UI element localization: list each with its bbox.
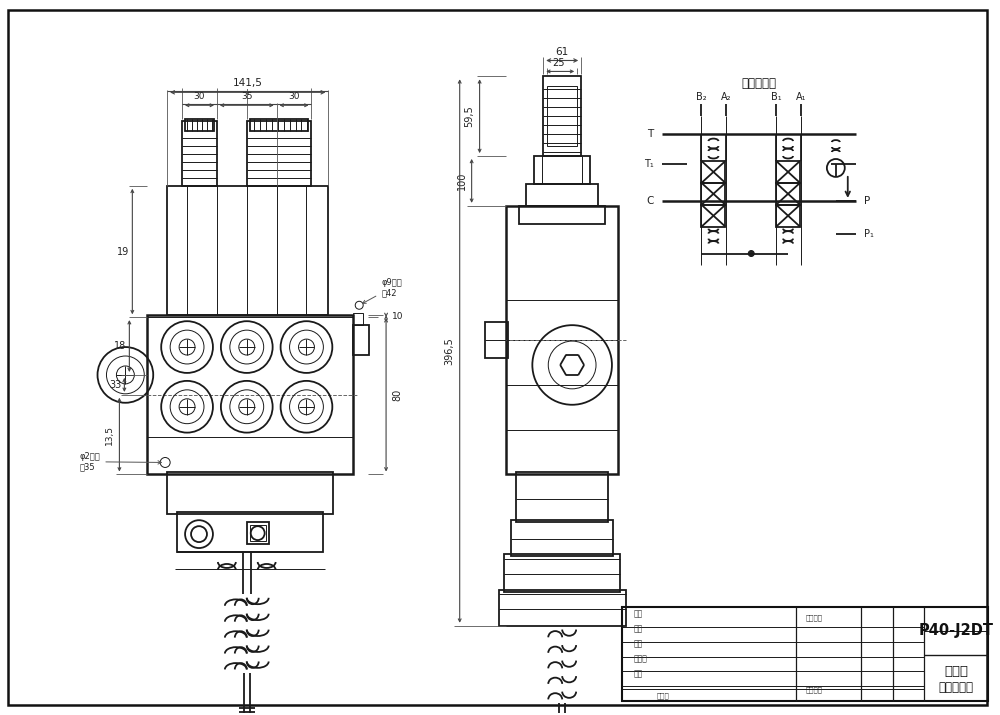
Bar	[247, 522, 269, 544]
Text: A₂: A₂	[721, 92, 732, 102]
Bar	[543, 77, 581, 156]
Text: 100: 100	[457, 172, 467, 190]
Bar	[499, 590, 626, 626]
Bar	[485, 322, 508, 358]
Text: P40-J2DT: P40-J2DT	[919, 623, 994, 638]
Text: 校核: 校核	[634, 625, 643, 633]
Bar	[247, 121, 311, 186]
Text: 30: 30	[288, 92, 299, 102]
Bar	[250, 119, 308, 131]
Text: 59,5: 59,5	[465, 105, 475, 127]
Text: B₁: B₁	[771, 92, 781, 102]
Text: 外形尺寸图: 外形尺寸图	[939, 681, 974, 694]
Text: 10: 10	[392, 312, 404, 321]
Text: 33: 33	[109, 380, 121, 390]
Text: B₂: B₂	[696, 92, 707, 102]
Bar	[506, 206, 618, 475]
Bar	[167, 473, 333, 514]
Bar	[701, 161, 725, 183]
Bar	[534, 156, 590, 184]
Text: P₁: P₁	[864, 229, 874, 239]
Text: 141,5: 141,5	[233, 79, 263, 89]
Text: P: P	[864, 196, 870, 206]
Bar	[185, 119, 214, 131]
Text: T: T	[647, 129, 654, 139]
Bar	[167, 186, 328, 315]
Bar	[701, 204, 725, 227]
Text: 批准人: 批准人	[657, 692, 669, 699]
Text: 制图标准: 制图标准	[806, 615, 823, 621]
Text: 13,5: 13,5	[105, 425, 114, 445]
Bar	[776, 204, 800, 227]
Bar	[182, 121, 217, 186]
Text: 多路阀: 多路阀	[944, 665, 968, 678]
Bar	[701, 183, 725, 204]
Text: 19: 19	[117, 247, 129, 257]
Bar	[516, 473, 608, 522]
Text: A₁: A₁	[796, 92, 806, 102]
Text: 工艺: 工艺	[634, 640, 643, 649]
Bar	[250, 525, 266, 541]
Bar	[526, 184, 598, 206]
Circle shape	[748, 250, 754, 257]
Text: 标准化: 标准化	[634, 654, 648, 664]
Bar	[147, 315, 353, 475]
Text: 61: 61	[556, 46, 569, 56]
Text: 设计: 设计	[634, 610, 643, 618]
Text: φ2射孔
高35: φ2射孔 高35	[80, 452, 161, 471]
Text: 25: 25	[552, 59, 564, 69]
Bar	[776, 161, 800, 183]
Bar	[662, 117, 856, 265]
Bar	[504, 554, 620, 592]
Text: 审核: 审核	[634, 669, 643, 679]
Text: 工艺文件: 工艺文件	[806, 686, 823, 694]
Bar	[519, 206, 605, 224]
Bar	[177, 512, 323, 552]
Bar	[353, 313, 363, 325]
Bar	[622, 607, 988, 701]
Bar	[776, 183, 800, 204]
Text: 18: 18	[114, 341, 126, 351]
Text: 80: 80	[392, 389, 402, 401]
Bar	[547, 87, 577, 146]
Text: 35: 35	[241, 92, 253, 102]
Text: φ9射孔
高42: φ9射孔 高42	[363, 278, 402, 303]
Bar	[511, 521, 613, 556]
Text: 396,5: 396,5	[445, 337, 455, 365]
Text: T₁: T₁	[644, 159, 654, 169]
Bar	[353, 325, 369, 355]
Text: 液压原理图: 液压原理图	[741, 77, 776, 90]
Text: 30: 30	[194, 92, 205, 102]
Text: C: C	[646, 196, 654, 206]
